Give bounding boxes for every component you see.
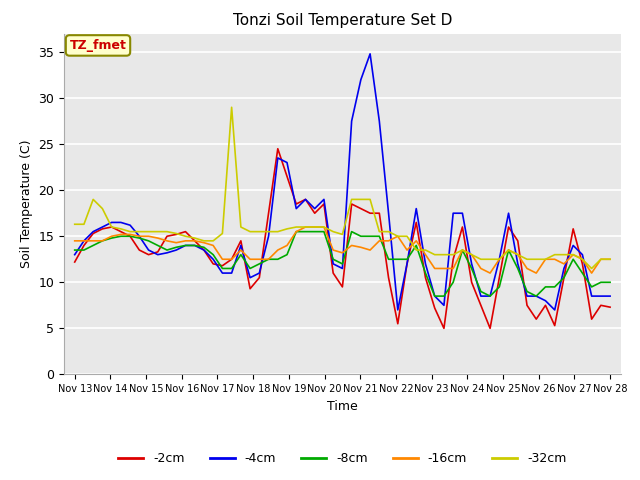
- -4cm: [209, 256, 217, 262]
- -4cm: [366, 51, 374, 57]
- -8cm: [90, 242, 97, 248]
- -8cm: [357, 233, 365, 239]
- -2cm: [154, 249, 162, 255]
- Text: TZ_fmet: TZ_fmet: [70, 39, 127, 52]
- -32cm: [606, 256, 614, 262]
- -2cm: [90, 230, 97, 236]
- Line: -16cm: -16cm: [75, 227, 610, 273]
- -32cm: [588, 265, 595, 271]
- -32cm: [154, 229, 162, 235]
- -2cm: [71, 259, 79, 265]
- -32cm: [209, 238, 217, 244]
- -8cm: [477, 288, 484, 294]
- -2cm: [477, 302, 484, 308]
- -2cm: [126, 233, 134, 239]
- Legend: -2cm, -4cm, -8cm, -16cm, -32cm: -2cm, -4cm, -8cm, -16cm, -32cm: [113, 447, 572, 470]
- -2cm: [606, 304, 614, 310]
- -2cm: [274, 146, 282, 152]
- -16cm: [209, 242, 217, 248]
- -2cm: [440, 325, 448, 331]
- -4cm: [90, 229, 97, 235]
- -8cm: [606, 279, 614, 285]
- -4cm: [394, 307, 402, 313]
- -16cm: [126, 231, 134, 237]
- -16cm: [301, 224, 309, 230]
- -2cm: [357, 206, 365, 212]
- -8cm: [154, 242, 162, 248]
- -8cm: [126, 233, 134, 239]
- -4cm: [126, 222, 134, 228]
- -32cm: [90, 196, 97, 202]
- -4cm: [154, 252, 162, 258]
- -16cm: [71, 238, 79, 244]
- X-axis label: Time: Time: [327, 400, 358, 413]
- -16cm: [357, 244, 365, 250]
- -32cm: [71, 221, 79, 227]
- -16cm: [606, 256, 614, 262]
- Line: -8cm: -8cm: [75, 232, 610, 296]
- Title: Tonzi Soil Temperature Set D: Tonzi Soil Temperature Set D: [233, 13, 452, 28]
- -8cm: [292, 229, 300, 235]
- -32cm: [357, 196, 365, 202]
- -16cm: [468, 252, 476, 258]
- -4cm: [606, 293, 614, 299]
- -8cm: [71, 247, 79, 253]
- -32cm: [126, 229, 134, 235]
- -32cm: [468, 252, 476, 258]
- -8cm: [209, 252, 217, 258]
- -16cm: [486, 270, 494, 276]
- -8cm: [431, 293, 438, 299]
- -2cm: [209, 261, 217, 267]
- -4cm: [71, 252, 79, 258]
- Line: -2cm: -2cm: [75, 149, 610, 328]
- -4cm: [348, 118, 355, 124]
- Line: -32cm: -32cm: [75, 108, 610, 268]
- -16cm: [154, 235, 162, 241]
- -4cm: [477, 293, 484, 299]
- Y-axis label: Soil Temperature (C): Soil Temperature (C): [20, 140, 33, 268]
- Line: -4cm: -4cm: [75, 54, 610, 310]
- -16cm: [90, 238, 97, 244]
- -32cm: [228, 105, 236, 110]
